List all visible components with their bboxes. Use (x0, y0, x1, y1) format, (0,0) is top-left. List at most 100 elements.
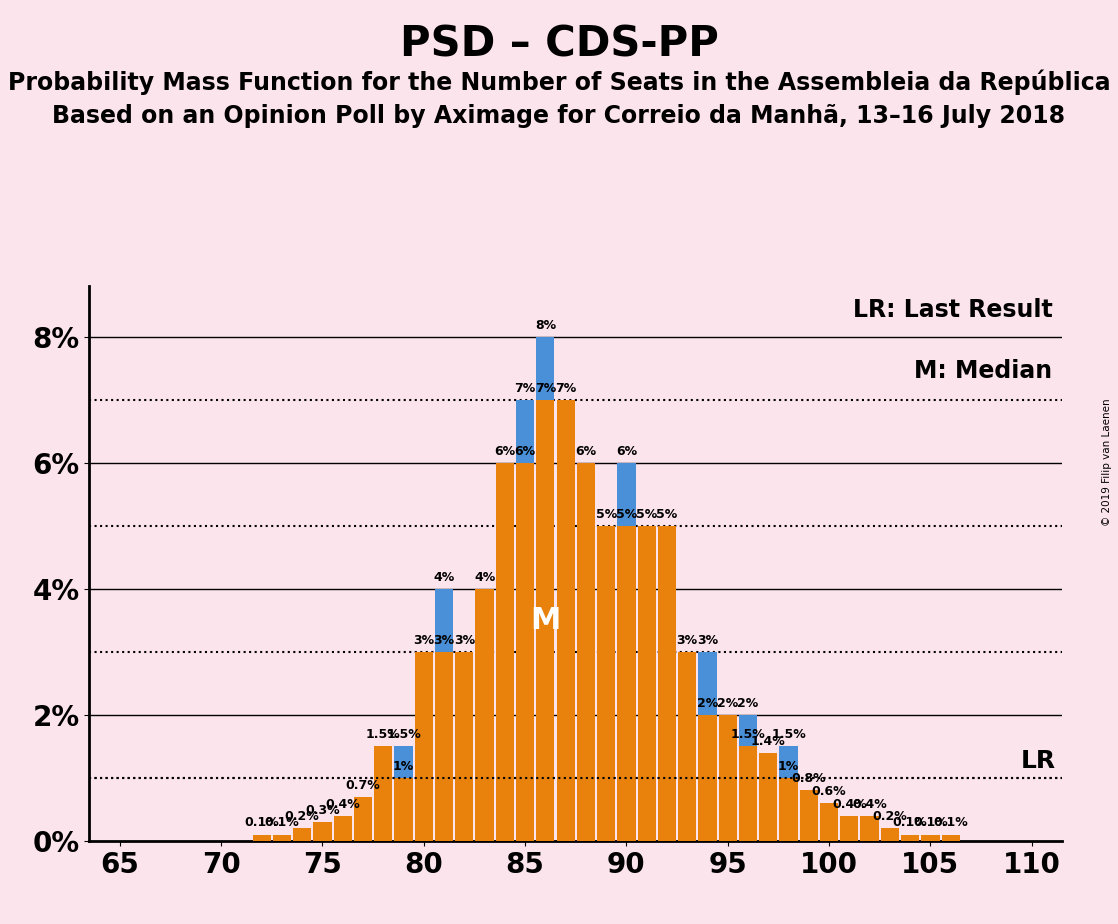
Text: LR: LR (1021, 748, 1057, 772)
Bar (577, 463, 595, 841)
Text: 1.5%: 1.5% (731, 728, 766, 741)
Bar (861, 816, 879, 841)
Bar (375, 778, 392, 841)
Text: 2%: 2% (738, 697, 759, 710)
Text: M: Median: M: Median (915, 359, 1052, 383)
Bar (799, 790, 818, 841)
Bar (455, 651, 473, 841)
Bar (597, 526, 615, 841)
Bar (921, 834, 939, 841)
Text: M: M (530, 606, 560, 635)
Bar (841, 816, 859, 841)
Bar (739, 747, 757, 841)
Bar (333, 816, 352, 841)
Text: 7%: 7% (534, 382, 556, 395)
Bar (354, 803, 372, 841)
Bar (799, 790, 818, 841)
Text: 7%: 7% (555, 382, 576, 395)
Bar (354, 796, 372, 841)
Text: 7%: 7% (514, 382, 536, 395)
Text: 0.4%: 0.4% (832, 797, 866, 810)
Bar (415, 715, 433, 841)
Bar (475, 589, 494, 841)
Bar (841, 816, 859, 841)
Text: 0.1%: 0.1% (913, 817, 948, 830)
Bar (819, 803, 838, 841)
Text: 0.6%: 0.6% (812, 785, 846, 798)
Bar (395, 747, 413, 841)
Bar (759, 753, 777, 841)
Text: 1%: 1% (392, 760, 414, 772)
Bar (637, 526, 656, 841)
Text: 5%: 5% (656, 508, 678, 521)
Text: 1.5%: 1.5% (366, 728, 400, 741)
Text: 1%: 1% (778, 760, 799, 772)
Text: 0.1%: 0.1% (893, 817, 928, 830)
Bar (375, 747, 392, 841)
Bar (719, 715, 737, 841)
Bar (333, 816, 352, 841)
Text: 0.4%: 0.4% (325, 797, 360, 810)
Bar (779, 778, 797, 841)
Bar (819, 803, 838, 841)
Bar (779, 747, 797, 841)
Bar (861, 816, 879, 841)
Text: 3%: 3% (434, 634, 455, 647)
Text: Based on an Opinion Poll by Aximage for Correio da Manhã, 13–16 July 2018: Based on an Opinion Poll by Aximage for … (53, 104, 1065, 128)
Text: 4%: 4% (434, 571, 455, 584)
Bar (455, 651, 473, 841)
Bar (881, 828, 899, 841)
Text: 0.1%: 0.1% (934, 817, 968, 830)
Bar (577, 463, 595, 841)
Bar (901, 834, 919, 841)
Bar (273, 834, 291, 841)
Bar (517, 463, 534, 841)
Bar (617, 463, 635, 841)
Text: 6%: 6% (514, 444, 536, 457)
Bar (941, 834, 959, 841)
Bar (517, 400, 534, 841)
Text: 0.4%: 0.4% (852, 797, 887, 810)
Bar (719, 715, 737, 841)
Bar (495, 463, 514, 841)
Bar (617, 526, 635, 841)
Bar (475, 589, 494, 841)
Text: 3%: 3% (697, 634, 718, 647)
Text: 0.7%: 0.7% (345, 779, 380, 792)
Bar (881, 828, 899, 841)
Bar (597, 526, 615, 841)
Text: 6%: 6% (494, 444, 515, 457)
Text: 0.2%: 0.2% (872, 810, 907, 823)
Bar (395, 778, 413, 841)
Text: 0.2%: 0.2% (285, 810, 320, 823)
Text: LR: Last Result: LR: Last Result (853, 298, 1052, 322)
Text: 3%: 3% (676, 634, 698, 647)
Bar (557, 400, 575, 841)
Text: 1.4%: 1.4% (751, 735, 786, 748)
Bar (435, 589, 453, 841)
Bar (739, 715, 757, 841)
Bar (637, 526, 656, 841)
Text: 6%: 6% (576, 444, 597, 457)
Text: 3%: 3% (454, 634, 475, 647)
Bar (657, 526, 676, 841)
Text: 1.5%: 1.5% (771, 728, 806, 741)
Bar (537, 337, 555, 841)
Text: 1.5%: 1.5% (386, 728, 420, 741)
Text: Probability Mass Function for the Number of Seats in the Assembleia da República: Probability Mass Function for the Number… (8, 69, 1110, 95)
Bar (759, 753, 777, 841)
Text: 0.1%: 0.1% (265, 817, 300, 830)
Text: 5%: 5% (596, 508, 617, 521)
Bar (253, 834, 271, 841)
Bar (901, 834, 919, 841)
Text: 5%: 5% (616, 508, 637, 521)
Bar (415, 651, 433, 841)
Text: © 2019 Filip van Laenen: © 2019 Filip van Laenen (1102, 398, 1112, 526)
Bar (313, 822, 332, 841)
Text: 4%: 4% (474, 571, 495, 584)
Text: 0.8%: 0.8% (792, 772, 826, 785)
Text: 6%: 6% (616, 444, 637, 457)
Bar (699, 651, 717, 841)
Bar (313, 822, 332, 841)
Text: 3%: 3% (414, 634, 435, 647)
